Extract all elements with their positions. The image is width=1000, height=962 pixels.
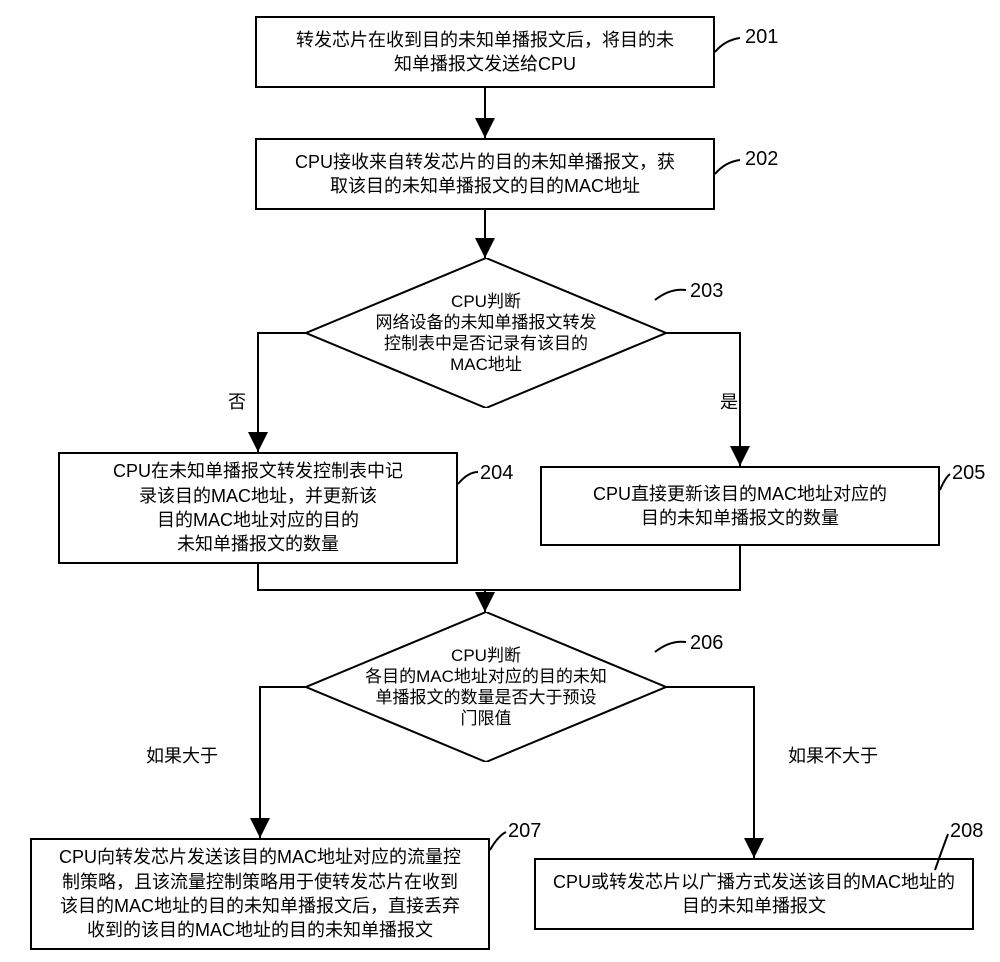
- process-box-208: CPU或转发芯片以广播方式发送该目的MAC地址的目的未知单播报文: [534, 858, 974, 930]
- process-text: CPU在未知单播报文转发控制表中记录该目的MAC地址，并更新该目的MAC地址对应…: [113, 459, 403, 556]
- process-box-201: 转发芯片在收到目的未知单播报文后，将目的未知单播报文发送给CPU: [255, 16, 715, 88]
- step-label-208: 208: [950, 820, 983, 843]
- process-text: CPU直接更新该目的MAC地址对应的目的未知单播报文的数量: [593, 482, 887, 531]
- process-text: CPU或转发芯片以广播方式发送该目的MAC地址的目的未知单播报文: [553, 870, 955, 919]
- decision-text: CPU判断各目的MAC地址对应的目的未知单播报文的数量是否大于预设门限值: [306, 612, 666, 762]
- process-box-204: CPU在未知单播报文转发控制表中记录该目的MAC地址，并更新该目的MAC地址对应…: [58, 452, 458, 564]
- step-label-207: 207: [508, 820, 541, 843]
- step-label-202: 202: [745, 148, 778, 171]
- process-box-207: CPU向转发芯片发送该目的MAC地址对应的流量控制策略，且该流量控制策略用于使转…: [30, 838, 490, 950]
- step-label-201: 201: [745, 26, 778, 49]
- edge-label-gt: 如果大于: [146, 742, 218, 768]
- decision-text: CPU判断网络设备的未知单播报文转发控制表中是否记录有该目的MAC地址: [306, 258, 666, 408]
- step-label-204: 204: [480, 462, 513, 485]
- edge-label-yes: 是: [720, 388, 738, 414]
- process-box-202: CPU接收来自转发芯片的目的未知单播报文，获取该目的未知单播报文的目的MAC地址: [255, 138, 715, 210]
- step-label-206: 206: [690, 632, 723, 655]
- step-label-203: 203: [690, 280, 723, 303]
- process-box-205: CPU直接更新该目的MAC地址对应的目的未知单播报文的数量: [540, 466, 940, 546]
- decision-box-206: CPU判断各目的MAC地址对应的目的未知单播报文的数量是否大于预设门限值: [306, 612, 666, 762]
- process-text: CPU向转发芯片发送该目的MAC地址对应的流量控制策略，且该流量控制策略用于使转…: [59, 845, 461, 942]
- edge-label-no: 否: [228, 388, 246, 414]
- step-label-205: 205: [952, 462, 985, 485]
- edge-label-ngt: 如果不大于: [788, 742, 878, 768]
- process-text: CPU接收来自转发芯片的目的未知单播报文，获取该目的未知单播报文的目的MAC地址: [295, 150, 675, 199]
- process-text: 转发芯片在收到目的未知单播报文后，将目的未知单播报文发送给CPU: [296, 28, 674, 77]
- decision-box-203: CPU判断网络设备的未知单播报文转发控制表中是否记录有该目的MAC地址: [306, 258, 666, 408]
